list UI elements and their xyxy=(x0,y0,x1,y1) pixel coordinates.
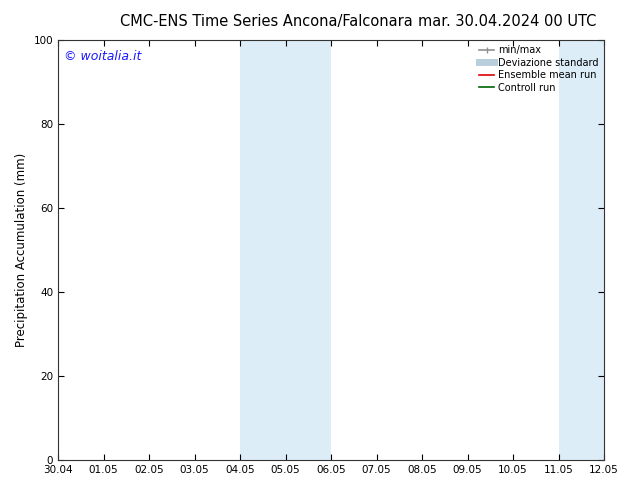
Text: mar. 30.04.2024 00 UTC: mar. 30.04.2024 00 UTC xyxy=(418,14,597,29)
Legend: min/max, Deviazione standard, Ensemble mean run, Controll run: min/max, Deviazione standard, Ensemble m… xyxy=(476,42,602,97)
Text: © woitalia.it: © woitalia.it xyxy=(63,50,141,63)
Text: CMC-ENS Time Series Ancona/Falconara: CMC-ENS Time Series Ancona/Falconara xyxy=(120,14,413,29)
Bar xyxy=(240,40,331,460)
Bar xyxy=(559,40,634,460)
Y-axis label: Precipitation Accumulation (mm): Precipitation Accumulation (mm) xyxy=(15,153,28,347)
